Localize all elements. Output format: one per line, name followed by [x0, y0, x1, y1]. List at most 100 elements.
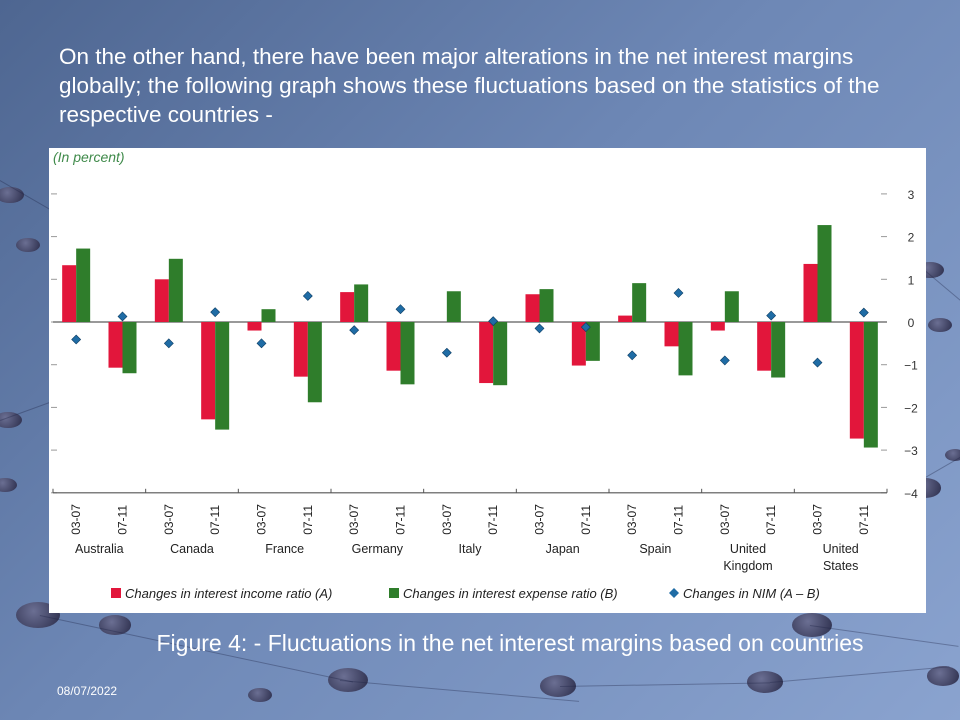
bar-expense-17	[863, 322, 878, 448]
decorative-dot	[927, 666, 959, 686]
nim-point-2	[163, 338, 174, 349]
y-tick-label: 3	[908, 188, 915, 202]
bar-expense-3	[215, 322, 230, 430]
figure-caption: Figure 4: - Fluctuations in the net inte…	[156, 630, 864, 656]
country-label: Australia	[75, 542, 124, 556]
period-label: 03-07	[347, 504, 361, 535]
period-label: 03-07	[533, 504, 547, 535]
decorative-dot	[747, 671, 783, 693]
bar-income-17	[849, 322, 864, 439]
bar-expense-15	[771, 322, 786, 378]
decorative-dot	[792, 613, 832, 637]
bar-income-13	[664, 322, 679, 347]
decorative-dot	[0, 411, 22, 429]
bar-expense-6	[354, 284, 369, 322]
bar-income-6	[340, 292, 355, 322]
decorative-dot	[99, 615, 131, 635]
country-label: France	[265, 542, 304, 556]
bar-income-11	[571, 322, 586, 366]
bar-income-5	[293, 322, 308, 377]
nim-point-12	[627, 350, 638, 361]
bar-expense-12	[632, 283, 647, 322]
decorative-line	[770, 666, 950, 683]
bar-income-2	[154, 279, 169, 322]
decorative-dot	[328, 668, 368, 692]
period-label: 07-11	[764, 505, 778, 535]
decorative-dot	[248, 687, 272, 703]
decorative-line	[924, 270, 960, 310]
country-label: Japan	[546, 542, 580, 556]
nim-point-0	[71, 334, 82, 345]
country-label: Italy	[459, 542, 483, 556]
decorative-dot	[0, 186, 24, 204]
decorative-dot	[928, 317, 952, 333]
period-label: 03-07	[255, 504, 269, 535]
bar-income-14	[710, 322, 725, 331]
bar-expense-2	[168, 258, 183, 322]
legend-swatch-0	[111, 588, 121, 598]
y-tick-label: −4	[904, 487, 918, 501]
y-tick-label: 2	[908, 231, 915, 245]
bar-expense-8	[446, 291, 461, 322]
decorative-dot	[945, 449, 960, 461]
nim-point-15	[766, 310, 777, 321]
bar-expense-4	[261, 309, 276, 322]
nim-point-17	[858, 307, 869, 318]
y-tick-label: 0	[908, 316, 915, 330]
period-label: 07-11	[486, 505, 500, 535]
decorative-dot	[540, 675, 576, 697]
slide-date: 08/07/2022	[57, 684, 118, 698]
nim-point-10	[534, 323, 545, 334]
bar-income-12	[618, 315, 633, 322]
country-label: States	[823, 559, 858, 573]
y-tick-label: 1	[908, 273, 915, 287]
intro-text: On the other hand, there have been major…	[59, 44, 880, 127]
bar-income-0	[62, 265, 77, 322]
bar-expense-9	[493, 322, 508, 386]
period-label: 07-11	[301, 505, 315, 535]
bar-expense-10	[539, 289, 554, 322]
bar-expense-1	[122, 322, 137, 374]
period-label: 07-11	[672, 505, 686, 535]
period-label: 03-07	[162, 504, 176, 535]
nim-point-4	[256, 338, 267, 349]
nim-point-11	[580, 322, 591, 333]
country-label: Germany	[352, 542, 404, 556]
y-tick-label: −3	[904, 444, 918, 458]
nim-point-7	[395, 304, 406, 315]
bar-income-10	[525, 294, 540, 322]
y-tick-label: −1	[904, 359, 918, 373]
nim-point-9	[488, 316, 499, 327]
country-label: Kingdom	[723, 559, 772, 573]
bar-expense-11	[585, 322, 600, 361]
bar-expense-5	[307, 322, 322, 403]
country-label: Canada	[170, 542, 214, 556]
unit-label: (In percent)	[53, 149, 125, 165]
country-label: United	[730, 542, 766, 556]
period-label: 07-11	[857, 505, 871, 535]
bar-income-7	[386, 322, 401, 371]
legend-label-2: Changes in NIM (A – B)	[683, 586, 820, 601]
nim-point-8	[441, 347, 452, 358]
period-label: 03-07	[718, 504, 732, 535]
bar-expense-16	[817, 225, 832, 322]
period-label: 03-07	[811, 504, 825, 535]
nim-point-16	[812, 357, 823, 368]
legend-swatch-1	[389, 588, 399, 598]
nim-point-5	[302, 291, 313, 301]
bar-income-3	[201, 322, 216, 420]
bar-expense-14	[724, 291, 739, 322]
country-label: Spain	[639, 542, 671, 556]
bar-expense-7	[400, 322, 415, 385]
nim-point-1	[117, 311, 128, 322]
legend-label-1: Changes in interest expense ratio (B)	[403, 586, 618, 601]
bar-income-15	[757, 322, 772, 371]
decorative-line	[560, 682, 770, 687]
period-label: 07-11	[394, 505, 408, 535]
decorative-dot	[16, 237, 40, 253]
country-label: United	[823, 542, 859, 556]
period-label: 07-11	[116, 505, 130, 535]
chart-panel: (In percent) 3 2 1 0 −1 −2 −3 −4 03-07 07-11 03-07 0…	[49, 148, 926, 613]
period-label: 07-11	[579, 505, 593, 535]
period-label: 03-07	[69, 504, 83, 535]
